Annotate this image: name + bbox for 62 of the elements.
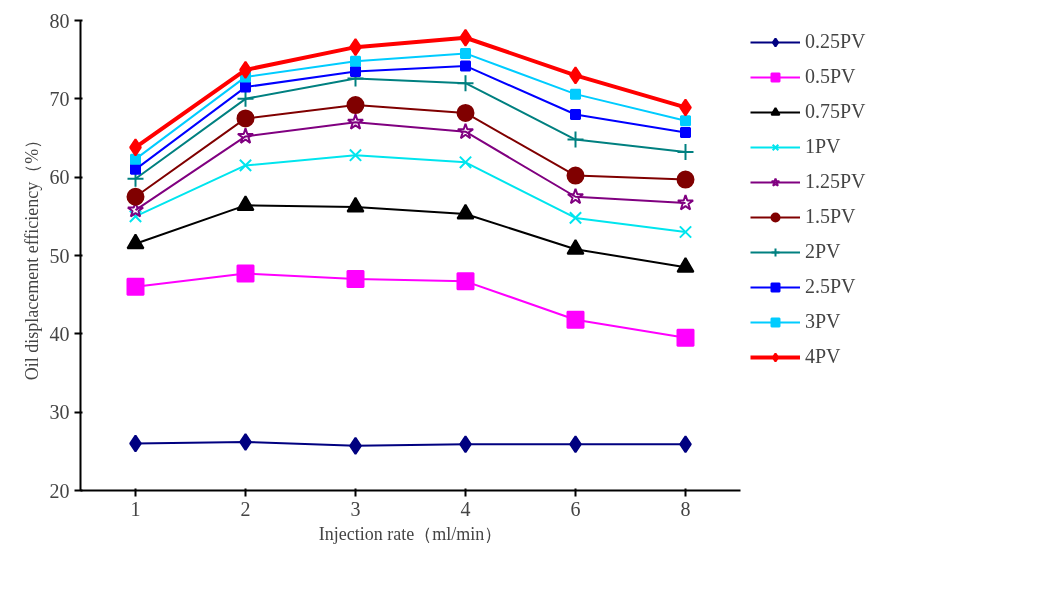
point xyxy=(566,166,585,185)
point xyxy=(676,143,695,162)
legend-label: 1.5PV xyxy=(805,205,856,228)
y-tick-label: 40 xyxy=(49,322,70,345)
point xyxy=(460,60,471,72)
x-axis-title: Injection rate（ml/min） xyxy=(318,523,503,544)
point xyxy=(570,109,581,120)
x-tick-label: 3 xyxy=(350,497,361,520)
point xyxy=(680,115,691,127)
legend-label: 0.5PV xyxy=(805,65,856,88)
y-tick-label: 50 xyxy=(49,244,70,267)
point xyxy=(346,113,365,130)
point xyxy=(456,272,475,291)
point xyxy=(240,81,251,93)
point xyxy=(566,310,585,329)
point xyxy=(566,130,585,149)
legend-label: 2.5PV xyxy=(805,275,856,298)
point xyxy=(456,122,475,140)
point xyxy=(126,277,145,296)
point xyxy=(128,209,143,223)
point xyxy=(348,148,363,162)
y-tick-label: 60 xyxy=(49,166,70,189)
legend-label: 2PV xyxy=(805,240,841,263)
point xyxy=(460,47,471,59)
point xyxy=(456,74,475,93)
x-tick-label: 6 xyxy=(570,497,581,520)
point xyxy=(350,65,361,77)
legend-label: 4PV xyxy=(805,345,841,368)
x-tick-label: 1 xyxy=(130,497,141,520)
point xyxy=(130,153,141,165)
point xyxy=(126,187,145,206)
legend-label: 0.25PV xyxy=(805,30,866,53)
point xyxy=(130,163,141,175)
point xyxy=(350,55,361,67)
point xyxy=(568,211,583,225)
legend-label: 0.75PV xyxy=(805,100,866,123)
point xyxy=(236,127,255,144)
x-tick-label: 8 xyxy=(680,497,691,520)
x-tick-label: 4 xyxy=(460,497,471,520)
y-axis-title: Oil displacement efficiency（%） xyxy=(21,130,42,381)
legend-label: 1PV xyxy=(805,135,841,158)
point xyxy=(346,96,365,115)
point xyxy=(236,264,255,283)
point xyxy=(238,158,253,173)
point xyxy=(680,127,691,139)
point xyxy=(676,328,695,347)
point xyxy=(676,194,695,211)
point xyxy=(456,103,475,122)
point xyxy=(566,187,585,205)
y-tick-label: 30 xyxy=(49,401,70,424)
point xyxy=(676,170,695,189)
y-tick-label: 20 xyxy=(49,479,70,502)
legend-label: 3PV xyxy=(805,310,841,333)
y-tick-label: 80 xyxy=(49,9,70,32)
point xyxy=(458,155,473,169)
point xyxy=(570,88,581,100)
legend-label: 1.25PV xyxy=(805,170,866,193)
point xyxy=(346,270,365,288)
y-tick-label: 70 xyxy=(49,87,70,110)
point xyxy=(236,109,255,128)
x-tick-label: 2 xyxy=(240,497,251,520)
point xyxy=(678,225,693,239)
